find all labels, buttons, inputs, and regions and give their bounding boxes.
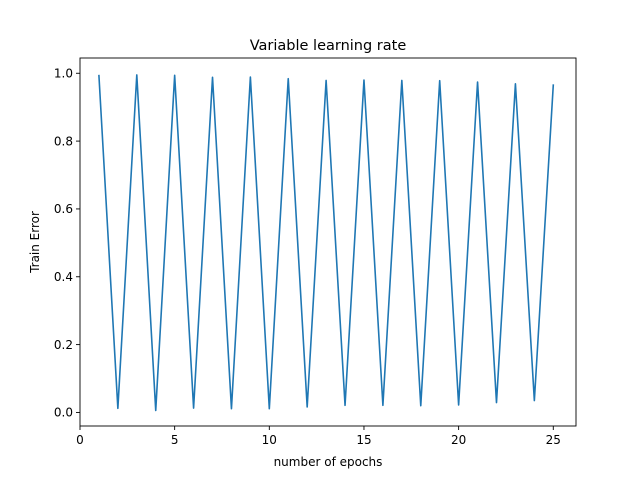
- x-tick-label: 15: [356, 433, 371, 447]
- axes-frame: [79, 57, 577, 427]
- x-tick-label: 5: [171, 433, 179, 447]
- y-tick-label: 0.8: [54, 134, 73, 148]
- series-line-0: [98, 74, 555, 412]
- y-tick-label: 0.2: [54, 338, 73, 352]
- y-tick-label: 0.6: [54, 202, 73, 216]
- y-axis-label: Train Error: [28, 211, 42, 274]
- x-tick-label: 20: [451, 433, 466, 447]
- y-tick-label: 1.0: [54, 67, 73, 81]
- x-tick-label: 0: [76, 433, 84, 447]
- x-axis-ticks: 0 5 10 15 20 25: [76, 426, 561, 447]
- y-axis-ticks: 0.0 0.2 0.4 0.6 0.8 1.0: [54, 67, 80, 420]
- x-axis-label: number of epochs: [274, 455, 383, 469]
- y-tick-label: 0.4: [54, 270, 73, 284]
- chart-title: Variable learning rate: [250, 38, 407, 54]
- plot-area: [79, 57, 577, 427]
- y-tick-label: 0.0: [54, 406, 73, 420]
- x-tick-label: 10: [262, 433, 277, 447]
- x-tick-label: 25: [546, 433, 561, 447]
